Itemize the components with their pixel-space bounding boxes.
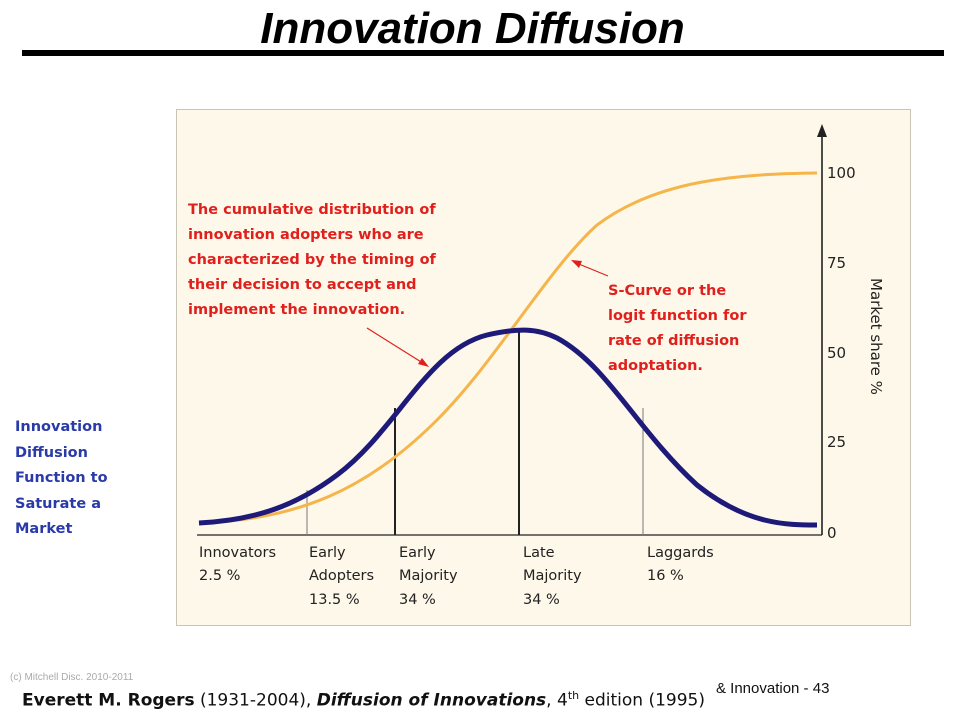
side-note-line: Function to xyxy=(15,470,108,486)
annotation-line: logit function for xyxy=(608,308,747,324)
citation: Everett M. Rogers (1931-2004), Diffusion… xyxy=(22,689,705,711)
annotation-line: S-Curve or the xyxy=(608,283,726,299)
annotation-line: The cumulative distribution of xyxy=(188,202,436,218)
category-pct-early-adopters: 13.5 % xyxy=(309,592,360,608)
footer-course: & Innovation - 43 xyxy=(716,680,830,697)
side-note-line: Market xyxy=(15,521,73,537)
category-pct-late-majority: 34 % xyxy=(523,592,560,608)
citation-edition-sup: th xyxy=(567,689,580,702)
y-tick-label: 75 xyxy=(827,254,846,272)
annotation-arrow xyxy=(366,327,427,366)
citation-edition-num: 4 xyxy=(556,690,568,711)
citation-edition-rest: edition (1995) xyxy=(579,690,705,711)
category-pct-early-majority: 34 % xyxy=(399,592,436,608)
citation-years: (1931-2004), xyxy=(194,690,317,711)
citation-comma: , xyxy=(546,690,557,711)
s-curve xyxy=(198,171,818,525)
category-pct-innovators: 2.5 % xyxy=(199,568,240,584)
annotation-cumulative: The cumulative distribution of innovatio… xyxy=(188,202,437,318)
y-axis-arrowhead xyxy=(817,124,827,137)
side-note: Innovation Diffusion Function to Saturat… xyxy=(15,415,155,543)
annotation-arrowhead xyxy=(418,358,429,367)
annotation-line: their decision to accept and xyxy=(188,277,417,293)
category-label-laggards: Laggards xyxy=(647,545,714,561)
bell-curve xyxy=(198,327,818,528)
diffusion-diagram: 100 75 50 25 0 Market share % The cumula… xyxy=(176,109,911,626)
side-note-line: Saturate a xyxy=(15,495,102,512)
slide-title: Innovation Diffusion xyxy=(260,4,685,53)
annotation-s-curve: S-Curve or the logit function for rate o… xyxy=(608,283,747,374)
annotation-line: characterized by the timing of xyxy=(188,252,437,268)
category-label-innovators: Innovators xyxy=(199,545,276,561)
y-axis-label: Market share % xyxy=(867,278,885,395)
category-pct-laggards: 16 % xyxy=(647,568,684,584)
y-tick-label: 0 xyxy=(827,524,837,542)
category-label-late-majority: Late xyxy=(523,545,555,561)
side-note-line: Diffusion xyxy=(15,444,88,461)
diagram-canvas: 100 75 50 25 0 Market share % The cumula… xyxy=(188,124,885,608)
category-label-early-majority: Majority xyxy=(399,568,458,584)
y-tick-label: 50 xyxy=(827,344,846,362)
annotation-arrowhead xyxy=(571,260,582,268)
annotation-line: innovation adopters who are xyxy=(188,227,424,243)
footer-obscured-text: (c) Mitchell Disc. 2010-2011 xyxy=(10,672,134,683)
title-divider xyxy=(22,50,944,56)
y-tick-label: 25 xyxy=(827,433,846,451)
citation-author: Everett M. Rogers xyxy=(22,690,195,711)
category-label-late-majority: Majority xyxy=(523,568,582,584)
y-tick-label: 100 xyxy=(827,164,856,182)
side-note-line: Innovation xyxy=(15,419,103,435)
category-label-early-adopters: Adopters xyxy=(309,568,374,584)
annotation-line: implement the innovation. xyxy=(188,302,405,318)
citation-book: Diffusion of Innovations xyxy=(316,690,547,711)
category-label-early-majority: Early xyxy=(399,545,436,561)
annotation-line: rate of diffusion xyxy=(608,333,739,349)
category-label-early-adopters: Early xyxy=(309,545,346,561)
annotation-line: adoptation. xyxy=(608,358,703,374)
